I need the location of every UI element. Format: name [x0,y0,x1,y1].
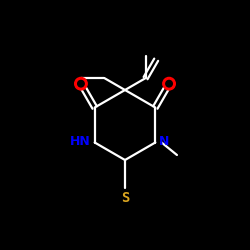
Circle shape [75,78,87,90]
Circle shape [163,78,175,90]
Circle shape [166,80,172,87]
Text: N: N [159,135,170,148]
Text: S: S [121,190,129,204]
Circle shape [78,80,84,87]
Text: HN: HN [70,135,91,148]
